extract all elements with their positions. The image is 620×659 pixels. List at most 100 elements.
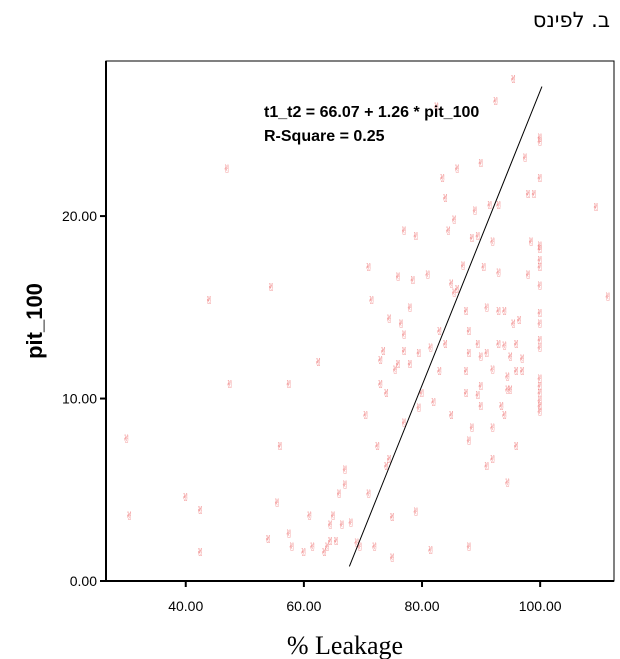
data-point: ✌ [412,230,421,243]
data-point: ✌ [320,546,329,559]
data-point: ✌ [512,365,521,378]
data-point: ✌ [444,225,453,238]
data-point: ✌ [414,347,423,360]
y-tick-label: 10.00 [62,391,97,407]
data-point: ✌ [536,239,545,252]
data-point: ✌ [264,533,273,546]
data-point: ✌ [468,232,477,245]
data-point: ✌ [285,528,294,541]
data-point: ✌ [388,511,397,524]
data-point: ✌ [447,278,456,291]
x-axis-label: % Leakage [287,631,403,659]
data-point: ✌ [388,551,397,564]
data-point: ✌ [400,345,409,358]
data-point: ✌ [518,352,527,365]
data-point: ✌ [426,341,435,354]
data-point: ✌ [450,214,459,227]
data-point: ✌ [474,389,483,402]
data-point: ✌ [536,318,545,331]
x-tick-label: 40.00 [168,598,203,614]
data-point: ✌ [406,301,415,314]
data-point: ✌ [503,383,512,396]
data-point: ✌ [409,274,418,287]
data-point: ✌ [276,440,285,453]
x-tick-label: 100.00 [519,598,562,614]
data-point: ✌ [494,338,503,351]
data-point: ✌ [506,383,515,396]
data-point: ✌ [394,358,403,371]
data-point: ✌ [476,351,485,364]
data-point: ✌ [435,365,444,378]
data-point: ✌ [441,338,450,351]
data-point: ✌ [476,157,485,170]
data-point: ✌ [435,325,444,338]
data-point: ✌ [326,518,335,531]
data-point: ✌ [285,378,294,391]
data-point: ✌ [536,307,545,320]
data-point: ✌ [509,73,518,86]
data-point: ✌ [536,394,545,407]
data-point: ✌ [500,409,509,422]
data-point: ✌ [476,400,485,413]
data-point: ✌ [367,294,376,307]
data-point: ✌ [438,172,447,185]
data-point: ✌ [335,487,344,500]
data-point: ✌ [536,172,545,185]
data-point: ✌ [299,546,308,559]
data-point: ✌ [332,535,341,548]
data-point: ✌ [432,101,441,114]
data-point: ✌ [536,135,545,148]
data-point: ✌ [417,387,426,400]
data-point: ✌ [536,380,545,393]
data-point: ✌ [471,205,480,218]
x-tick-label: 80.00 [404,598,439,614]
data-point: ✌ [482,460,491,473]
data-point: ✌ [453,163,462,176]
data-point: ✌ [382,460,391,473]
data-point: ✌ [482,301,491,314]
data-point: ✌ [329,509,338,522]
data-point: ✌ [497,400,506,413]
data-point: ✌ [465,347,474,360]
data-point: ✌ [488,363,497,376]
data-point: ✌ [287,540,296,553]
data-points: ✌✌✌✌✌✌✌✌✌✌✌✌✌✌✌ ✌✌✌✌✌✌✌✌✌✌✌✌✌✌✌✌✌✌✌✌✌✌✌✌✌… [122,73,613,564]
data-point: ✌ [447,409,456,422]
data-point: ✌ [592,201,601,214]
data-point: ✌ [122,433,131,446]
data-point: ✌ [488,236,497,249]
data-point: ✌ [222,163,231,176]
data-point: ✌ [379,345,388,358]
data-point: ✌ [338,518,347,531]
data-point: ✌ [385,453,394,466]
data-point: ✌ [314,356,323,369]
y-tick-label: 20.00 [62,208,97,224]
data-point: ✌ [488,422,497,435]
data-point: ✌ [474,338,483,351]
data-point: ✌ [536,372,545,385]
data-point: ✌ [341,478,350,491]
data-point: ✌ [308,540,317,553]
regression-line [348,86,543,567]
data-point: ✌ [326,535,335,548]
data-point: ✌ [400,225,409,238]
y-tick-label: 0.00 [70,573,97,589]
data-point: ✌ [423,268,432,281]
data-point: ✌ [488,453,497,466]
data-point: ✌ [225,378,234,391]
data-point: ✌ [412,506,421,519]
page-heading: ב. לפינס [532,8,610,32]
data-point: ✌ [509,318,518,331]
data-point: ✌ [479,261,488,274]
data-point: ✌ [536,243,545,256]
data-point: ✌ [341,464,350,477]
data-point: ✌ [503,371,512,384]
data-point: ✌ [536,254,545,267]
data-point: ✌ [400,329,409,342]
data-point: ✌ [536,387,545,400]
data-point: ✌ [373,440,382,453]
data-point: ✌ [503,476,512,489]
data-point: ✌ [323,540,332,553]
data-point: ✌ [524,188,533,201]
